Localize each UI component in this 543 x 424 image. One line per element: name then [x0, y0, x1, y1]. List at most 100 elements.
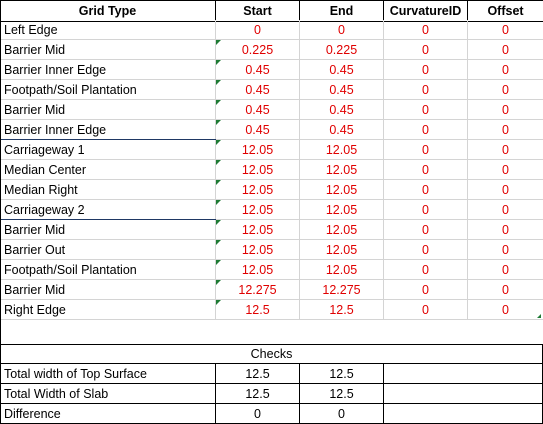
grid-type-cell[interactable]: Left Edge — [0, 20, 216, 40]
check-empty[interactable] — [384, 404, 543, 424]
offset-cell[interactable]: 0 — [468, 120, 543, 140]
end-cell[interactable]: 0.45 — [300, 120, 384, 140]
header-curvature-id[interactable]: CurvatureID — [384, 1, 468, 21]
table-row: Barrier Inner Edge 0.45 0.45 0 0 — [0, 120, 543, 140]
curvature-id-cell[interactable]: 0 — [384, 240, 468, 260]
curvature-id-cell[interactable]: 0 — [384, 20, 468, 40]
grid-type-cell[interactable]: Barrier Mid — [0, 220, 216, 240]
grid-type-cell[interactable]: Barrier Inner Edge — [0, 120, 216, 140]
section-separator — [0, 219, 216, 220]
curvature-id-cell[interactable]: 0 — [384, 220, 468, 240]
curvature-id-cell[interactable]: 0 — [384, 120, 468, 140]
offset-cell[interactable]: 0 — [468, 80, 543, 100]
grid-type-cell[interactable]: Footpath/Soil Plantation — [0, 260, 216, 280]
start-cell[interactable]: 0.45 — [216, 80, 300, 100]
header-offset[interactable]: Offset — [487, 4, 524, 18]
start-cell[interactable]: 12.05 — [216, 140, 300, 160]
header-start[interactable]: Start — [216, 1, 300, 21]
check-label[interactable]: Difference — [0, 404, 216, 424]
grid-type-cell[interactable]: Median Right — [0, 180, 216, 200]
check-start[interactable]: 12.5 — [216, 364, 300, 384]
offset-cell[interactable]: 0 — [468, 20, 543, 40]
start-cell[interactable]: 12.05 — [216, 240, 300, 260]
end-cell[interactable]: 0.45 — [300, 60, 384, 80]
curvature-id-cell[interactable]: 0 — [384, 60, 468, 80]
curvature-id-cell[interactable]: 0 — [384, 200, 468, 220]
checks-row: Total width of Top Surface 12.5 12.5 — [0, 364, 543, 384]
check-end[interactable]: 12.5 — [300, 384, 384, 404]
offset-cell[interactable]: 0 — [468, 100, 543, 120]
check-start[interactable]: 0 — [216, 404, 300, 424]
offset-cell[interactable]: 0 — [468, 200, 543, 220]
grid-type-cell[interactable]: Barrier Inner Edge — [0, 60, 216, 80]
start-cell[interactable]: 0.45 — [216, 120, 300, 140]
header-row: Grid Type Start End CurvatureID Offset — [0, 0, 543, 22]
curvature-id-cell[interactable]: 0 — [384, 280, 468, 300]
header-grid-type[interactable]: Grid Type — [0, 1, 216, 21]
start-cell[interactable]: 12.05 — [216, 160, 300, 180]
offset-cell[interactable]: 0 — [468, 60, 543, 80]
start-cell[interactable]: 12.5 — [216, 300, 300, 320]
formula-indicator-icon — [216, 260, 221, 265]
offset-cell[interactable]: 0 — [468, 240, 543, 260]
start-cell[interactable]: 12.05 — [216, 180, 300, 200]
end-cell[interactable]: 0.225 — [300, 40, 384, 60]
offset-cell[interactable]: 0 — [468, 280, 543, 300]
check-label[interactable]: Total Width of Slab — [0, 384, 216, 404]
offset-cell[interactable]: 0 — [468, 220, 543, 240]
end-cell[interactable]: 12.275 — [300, 280, 384, 300]
offset-cell[interactable]: 0 — [468, 140, 543, 160]
grid-type-cell[interactable]: Carriageway 1 — [0, 140, 216, 160]
start-cell[interactable]: 0.45 — [216, 60, 300, 80]
checks-title[interactable]: Checks — [0, 344, 543, 364]
check-label[interactable]: Total width of Top Surface — [0, 364, 216, 384]
curvature-id-cell[interactable]: 0 — [384, 160, 468, 180]
start-cell[interactable]: 12.05 — [216, 260, 300, 280]
grid-type-cell[interactable]: Right Edge — [0, 300, 216, 320]
grid-type-cell[interactable]: Barrier Mid — [0, 280, 216, 300]
grid-type-cell[interactable]: Barrier Out — [0, 240, 216, 260]
end-cell[interactable]: 0 — [300, 20, 384, 40]
curvature-id-cell[interactable]: 0 — [384, 260, 468, 280]
curvature-id-cell[interactable]: 0 — [384, 140, 468, 160]
check-empty[interactable] — [384, 364, 543, 384]
curvature-id-cell[interactable]: 0 — [384, 40, 468, 60]
formula-indicator-icon — [216, 160, 221, 165]
end-cell[interactable]: 12.05 — [300, 260, 384, 280]
start-cell[interactable]: 0.45 — [216, 100, 300, 120]
grid-type-cell[interactable]: Barrier Mid — [0, 100, 216, 120]
end-cell[interactable]: 12.05 — [300, 240, 384, 260]
start-cell[interactable]: 0.225 — [216, 40, 300, 60]
start-cell[interactable]: 12.05 — [216, 220, 300, 240]
end-cell[interactable]: 12.05 — [300, 220, 384, 240]
offset-cell[interactable]: 0 — [468, 180, 543, 200]
check-end[interactable]: 0 — [300, 404, 384, 424]
end-cell[interactable]: 0.45 — [300, 100, 384, 120]
curvature-id-cell[interactable]: 0 — [384, 300, 468, 320]
curvature-id-cell[interactable]: 0 — [384, 180, 468, 200]
offset-cell[interactable]: 0 — [468, 260, 543, 280]
offset-cell[interactable]: 0 — [468, 160, 543, 180]
curvature-id-cell[interactable]: 0 — [384, 100, 468, 120]
end-cell[interactable]: 12.05 — [300, 140, 384, 160]
offset-cell[interactable]: 0 — [468, 40, 543, 60]
curvature-id-cell[interactable]: 0 — [384, 80, 468, 100]
end-cell[interactable]: 12.5 — [300, 300, 384, 320]
header-end[interactable]: End — [300, 1, 384, 21]
end-cell[interactable]: 0.45 — [300, 80, 384, 100]
start-cell[interactable]: 12.05 — [216, 200, 300, 220]
end-cell[interactable]: 12.05 — [300, 180, 384, 200]
check-empty[interactable] — [384, 384, 543, 404]
start-cell[interactable]: 0 — [216, 20, 300, 40]
grid-type-cell[interactable]: Carriageway 2 — [0, 200, 216, 220]
end-cell[interactable]: 12.05 — [300, 200, 384, 220]
start-cell[interactable]: 12.275 — [216, 280, 300, 300]
grid-type-cell[interactable]: Footpath/Soil Plantation — [0, 80, 216, 100]
check-start[interactable]: 12.5 — [216, 384, 300, 404]
offset-cell[interactable]: 0 — [468, 300, 543, 320]
grid-type-cell[interactable]: Median Center — [0, 160, 216, 180]
end-cell[interactable]: 12.05 — [300, 160, 384, 180]
check-end[interactable]: 12.5 — [300, 364, 384, 384]
corner-indicator-icon — [537, 314, 541, 318]
grid-type-cell[interactable]: Barrier Mid — [0, 40, 216, 60]
